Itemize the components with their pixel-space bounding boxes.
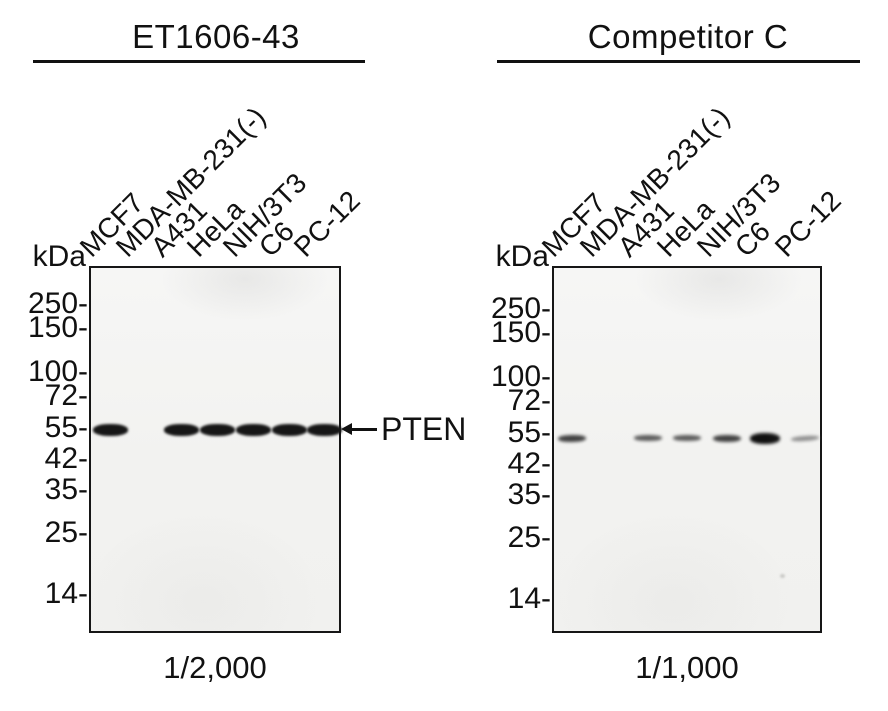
marker-label: 55- bbox=[44, 411, 88, 444]
protein-band bbox=[634, 435, 662, 441]
marker-label: 100- bbox=[27, 355, 88, 388]
protein-band bbox=[271, 424, 307, 436]
dilution-caption-left: 1/2,000 bbox=[163, 650, 267, 685]
panel-title-et1606-43: ET1606-43 bbox=[132, 18, 300, 55]
panel-title-competitor-c: Competitor C bbox=[587, 18, 789, 55]
marker-label: 25- bbox=[507, 521, 551, 554]
marker-label: 35- bbox=[44, 473, 88, 506]
protein-band bbox=[673, 435, 701, 441]
kda-unit-label-left: kDa bbox=[32, 240, 86, 273]
protein-band bbox=[199, 424, 235, 436]
protein-band bbox=[163, 424, 199, 436]
marker-label: 72- bbox=[507, 384, 551, 417]
protein-band bbox=[235, 424, 271, 436]
protein-band bbox=[306, 424, 342, 436]
marker-label: 55- bbox=[507, 416, 551, 449]
protein-band bbox=[750, 432, 780, 444]
target-protein-label: PTEN bbox=[381, 411, 467, 447]
marker-label: 14- bbox=[507, 582, 551, 615]
blot-membrane-left bbox=[89, 266, 341, 633]
lane-label: PC-12 bbox=[768, 184, 847, 263]
title-underline-left bbox=[33, 60, 365, 63]
marker-label: 250- bbox=[27, 287, 88, 320]
left-arrow-shaft bbox=[350, 428, 377, 431]
marker-label: 150- bbox=[27, 311, 88, 344]
marker-label: 42- bbox=[507, 447, 551, 480]
marker-label: 72- bbox=[44, 379, 88, 412]
marker-label: 250- bbox=[490, 292, 551, 325]
protein-band bbox=[92, 424, 128, 436]
marker-label: 35- bbox=[507, 478, 551, 511]
kda-unit-label-right: kDa bbox=[495, 240, 549, 273]
blot-artifact-speck bbox=[780, 574, 785, 578]
protein-band bbox=[557, 434, 587, 442]
marker-label: 42- bbox=[44, 442, 88, 475]
blot-membrane-right bbox=[552, 266, 822, 633]
title-underline-right bbox=[497, 60, 860, 63]
protein-band bbox=[713, 434, 741, 442]
marker-label: 100- bbox=[490, 360, 551, 393]
left-arrow-icon bbox=[341, 423, 352, 435]
marker-label: 25- bbox=[44, 516, 88, 549]
dilution-caption-right: 1/1,000 bbox=[635, 650, 739, 685]
marker-label: 14- bbox=[44, 577, 88, 610]
marker-label: 150- bbox=[490, 316, 551, 349]
